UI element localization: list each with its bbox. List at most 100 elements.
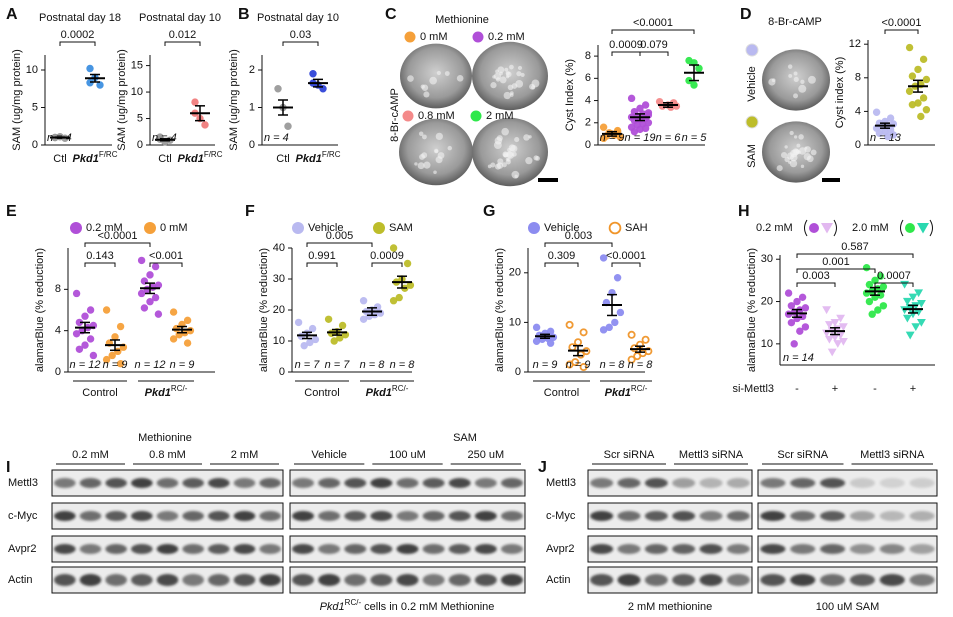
p-value: 0.587: [841, 241, 869, 253]
blot-band: [370, 511, 393, 521]
error-bar: [278, 99, 288, 116]
data-point: [102, 355, 111, 364]
blot-band: [54, 544, 76, 554]
cyst: [493, 141, 502, 150]
comparison-bracket: [59, 41, 96, 46]
data-point: [336, 334, 344, 342]
legend-paren: [900, 219, 904, 237]
blot-band: [644, 511, 668, 521]
n-label: n = 5: [682, 132, 708, 144]
blot-band: [422, 574, 445, 586]
blot-band: [790, 544, 816, 554]
y-tick-label: 0: [249, 139, 255, 151]
n-label: n = 14: [783, 352, 814, 364]
blot-strip: [757, 502, 938, 530]
data-point: [338, 321, 347, 330]
data-point: [89, 351, 98, 360]
data-point: [311, 335, 320, 344]
blot-band: [617, 574, 641, 586]
data-point: [902, 314, 912, 323]
group-label: Pkd1RC/-: [145, 384, 188, 399]
cyst: [499, 76, 507, 84]
cyst: [511, 151, 517, 157]
data-point: [865, 297, 874, 306]
blot-band: [474, 478, 497, 488]
data-point: [616, 308, 625, 317]
cyst: [490, 162, 496, 168]
blot-band: [760, 511, 786, 521]
data-point: [546, 327, 555, 336]
data-point: [824, 321, 834, 329]
lane-label: 0.8 mM: [149, 449, 186, 461]
y-tick-label: 15: [131, 59, 143, 71]
blot-band: [590, 478, 614, 488]
data-point: [836, 331, 846, 340]
n-label: n = 9: [170, 359, 195, 371]
data-point: [872, 108, 881, 116]
data-point: [784, 289, 793, 297]
data-point: [914, 289, 924, 298]
y-tick-label: 4: [585, 94, 591, 106]
error-bar: [830, 327, 840, 336]
data-point: [798, 293, 807, 302]
data-point: [787, 318, 796, 327]
data-point: [111, 333, 119, 341]
legend-marker: [917, 223, 929, 234]
blot-band: [292, 544, 315, 554]
blot-band: [259, 574, 281, 586]
comparison-bracket: [611, 29, 695, 34]
image-row-label: SAM: [746, 144, 758, 168]
p-value: 0.003: [802, 270, 830, 282]
blot-band: [644, 544, 668, 554]
cyst: [434, 149, 439, 153]
legend-marker: [608, 221, 622, 235]
legend-label: SAM: [389, 222, 413, 234]
panel-letter: G: [483, 203, 495, 220]
data-point: [151, 262, 160, 271]
lane-label: Mettl3 siRNA: [860, 449, 925, 461]
p-value: 0.001: [822, 256, 850, 268]
comparison-bracket: [282, 41, 319, 46]
blot-band: [259, 478, 281, 488]
cyst: [504, 67, 509, 72]
y-tick-label: 20: [273, 304, 285, 316]
y-tick-label: 8: [55, 283, 61, 295]
data-point: [838, 338, 848, 346]
legend-marker: [809, 223, 819, 233]
data-point: [154, 281, 163, 289]
data-point: [108, 351, 116, 360]
panel-letter: B: [238, 6, 250, 23]
cyst: [771, 78, 776, 83]
blot-footer: 2 mM methionine: [628, 601, 712, 613]
blot-band: [79, 574, 102, 586]
blot-band: [344, 478, 367, 488]
cyst: [419, 153, 426, 160]
blot-band: [590, 574, 614, 586]
blot-band: [131, 574, 153, 586]
image-title: 8-Br-cAMP: [768, 16, 822, 28]
p-value: 0.003: [565, 230, 593, 242]
data-point: [116, 360, 125, 368]
data-point: [865, 280, 874, 289]
data-point: [793, 297, 801, 306]
data-point: [532, 337, 541, 345]
cyst: [505, 71, 510, 76]
scale-bar: [822, 178, 840, 182]
group-label-main: Pkd1: [605, 387, 631, 399]
cyst: [421, 134, 427, 140]
y-tick-label: 4: [855, 105, 861, 117]
n-label: n = 19: [625, 132, 656, 144]
blot-band: [909, 574, 935, 586]
p-value: 0.079: [640, 39, 668, 51]
data-point: [874, 306, 882, 314]
blot-band: [156, 511, 179, 521]
blot-row-label: Mettl3: [546, 477, 576, 489]
data-point: [616, 133, 625, 141]
blot-band: [879, 478, 905, 488]
data-point: [641, 101, 650, 109]
blot-band: [617, 511, 641, 521]
error-bar: [367, 307, 377, 317]
legend-label: 0 mM: [420, 31, 448, 43]
legend-marker: [905, 223, 915, 233]
cyst: [533, 155, 539, 161]
